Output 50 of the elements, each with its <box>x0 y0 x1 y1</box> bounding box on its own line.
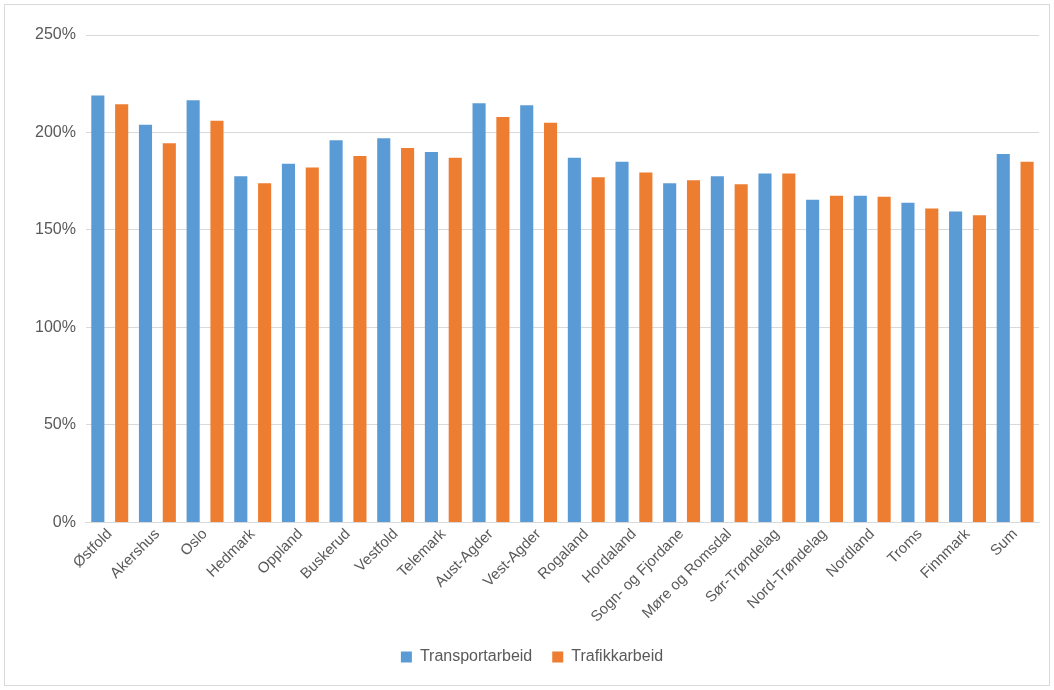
bar <box>853 195 867 522</box>
bar <box>234 176 248 522</box>
bar <box>567 157 581 522</box>
bar <box>901 202 915 522</box>
bar <box>424 151 438 522</box>
bar <box>686 180 701 522</box>
bar <box>496 116 510 522</box>
bar <box>115 104 129 522</box>
bar <box>925 208 939 522</box>
bar <box>806 199 820 522</box>
y-tick-label: 150% <box>35 220 76 238</box>
bar <box>544 122 558 522</box>
y-tick-label: 200% <box>35 122 76 140</box>
y-tick-label: 50% <box>43 415 76 433</box>
bar <box>829 195 844 522</box>
bar <box>329 140 343 522</box>
bar <box>162 143 176 522</box>
bar <box>305 167 319 522</box>
bar <box>210 120 224 522</box>
bar <box>186 100 200 522</box>
bar <box>1020 161 1034 522</box>
x-tick-label: Oslo <box>176 524 211 559</box>
bar <box>996 153 1010 522</box>
legend-label: Trafikkarbeid <box>571 647 664 665</box>
bar <box>710 176 724 522</box>
bar <box>734 184 748 522</box>
bar <box>877 196 891 522</box>
y-tick-label: 100% <box>35 317 76 335</box>
bar <box>91 95 105 522</box>
bar <box>281 163 295 522</box>
legend-label: Transportarbeid <box>419 647 533 665</box>
bar <box>758 173 772 522</box>
bar <box>615 161 629 522</box>
bar <box>138 124 153 522</box>
bar <box>472 103 486 522</box>
bar <box>639 172 653 522</box>
bar <box>663 183 677 522</box>
bar <box>353 155 367 522</box>
bar <box>782 173 796 522</box>
y-tick-label: 0% <box>52 512 76 530</box>
bar <box>377 138 391 522</box>
bar <box>520 105 534 522</box>
bar <box>591 177 605 522</box>
bar <box>258 183 272 522</box>
x-tick-label: Sum <box>986 524 1021 559</box>
y-tick-label: 250% <box>35 25 76 43</box>
bar <box>401 148 415 522</box>
bar <box>972 215 986 522</box>
bar <box>949 211 963 522</box>
bar <box>448 157 462 522</box>
